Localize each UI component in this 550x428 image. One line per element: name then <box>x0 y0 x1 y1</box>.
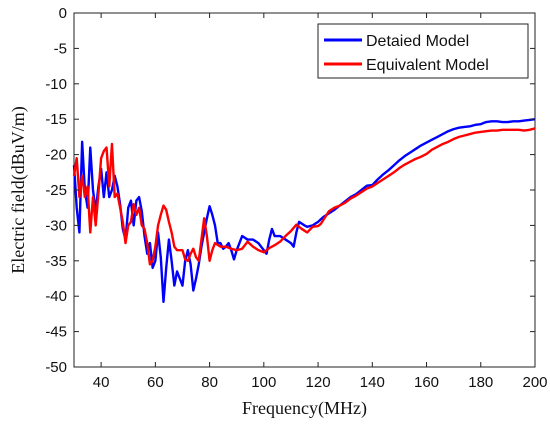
y-tick-label: -25 <box>45 182 67 199</box>
x-tick-label: 200 <box>522 374 547 391</box>
y-tick-label: -5 <box>54 40 67 57</box>
y-tick-label: -50 <box>45 359 67 376</box>
y-tick-label: -10 <box>45 76 67 93</box>
x-tick-label: 180 <box>468 374 493 391</box>
legend-label-equivalent-model: Equivalent Model <box>366 57 489 74</box>
y-axis: 0 -5 -10 -15 -20 -25 -30 -35 -40 -45 -50 <box>45 5 535 376</box>
legend: Detaied Model Equivalent Model <box>317 23 529 79</box>
legend-label-detailed-model: Detaied Model <box>366 33 469 50</box>
y-axis-title: Electric field(dBuV/m) <box>8 106 29 273</box>
series-layer <box>72 118 536 304</box>
x-axis-title: Frequency(MHz) <box>242 398 367 419</box>
y-tick-label: -40 <box>45 288 67 305</box>
x-tick-label: 40 <box>93 374 110 391</box>
y-tick-label: -15 <box>45 111 67 128</box>
x-tick-label: 160 <box>414 374 439 391</box>
y-tick-label: -20 <box>45 147 67 164</box>
series-line-equivalent-model <box>72 127 536 266</box>
x-tick-label: 140 <box>360 374 385 391</box>
x-tick-label: 120 <box>306 374 331 391</box>
x-tick-label: 80 <box>201 374 218 391</box>
y-tick-label: -35 <box>45 253 67 270</box>
y-tick-label: -30 <box>45 217 67 234</box>
x-tick-label: 100 <box>251 374 276 391</box>
x-tick-label: 60 <box>147 374 164 391</box>
y-tick-label: 0 <box>59 5 67 22</box>
series-line-detaied-model <box>72 118 536 304</box>
x-axis: 40 60 80 100 120 140 160 180 200 <box>93 13 548 391</box>
legend-box <box>317 23 529 79</box>
y-tick-label: -45 <box>45 324 67 341</box>
